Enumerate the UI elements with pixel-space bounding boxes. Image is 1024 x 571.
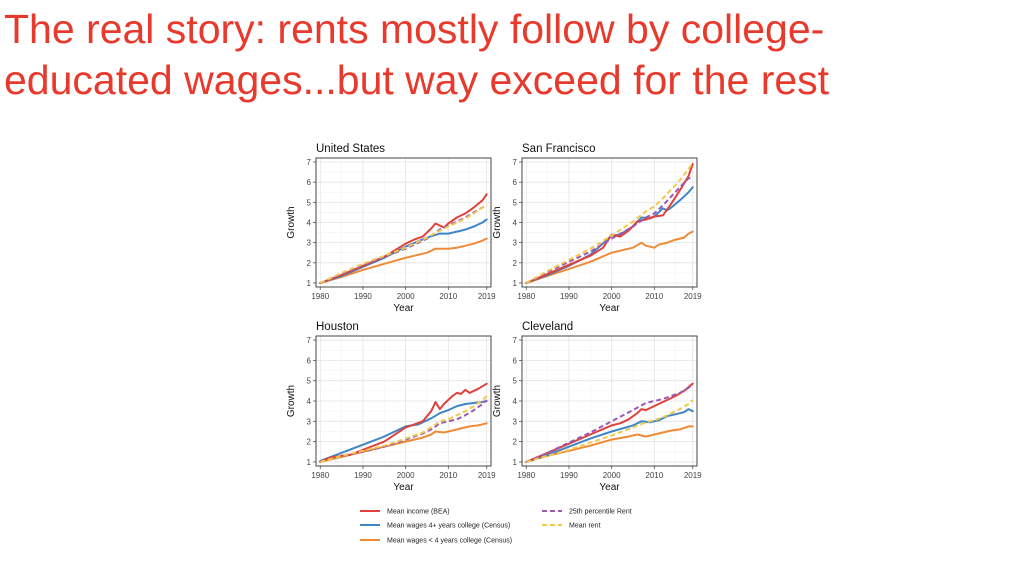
series-line-rent-mean (526, 399, 694, 463)
chart-panel-2: San Francisco 1 2 3 4 5 6 7 1980 1990 2000 2010 2019… (492, 143, 702, 314)
y-tick-label: 6 (513, 178, 518, 187)
y-tick-label: 5 (513, 377, 518, 386)
y-axis-label: Growth (286, 385, 297, 417)
series-line-rent-mean (319, 203, 488, 284)
series-line-rent-p25 (525, 383, 694, 463)
x-tick-label: 1980 (311, 292, 329, 301)
series-line-rent-mean (320, 395, 488, 463)
plot-frame (315, 335, 492, 467)
plot-frame (521, 335, 698, 467)
x-tick-label: 2010 (439, 471, 457, 480)
chart-panel-3: Houston 1 2 3 4 5 6 7 1980 1990 2000 2010 2019 Year Gr… (286, 321, 496, 493)
y-tick-label: 1 (307, 279, 312, 288)
y-tick-label: 2 (513, 259, 518, 268)
y-tick-label: 7 (513, 158, 518, 167)
slide-title-line-2: educated wages...but way exceed for the … (4, 57, 830, 103)
x-tick-label: 2019 (684, 292, 702, 301)
x-tick-label: 2010 (645, 471, 663, 480)
legend: Mean income (BEA) 25th percentile Rent Mea… (360, 509, 632, 545)
y-tick-label: 7 (513, 336, 518, 345)
x-axis-label: Year (599, 303, 620, 314)
x-tick-label: 1980 (517, 471, 535, 480)
y-tick-label: 7 (307, 158, 312, 167)
x-axis-label: Year (393, 482, 414, 493)
series-line-rent-p25 (320, 399, 488, 463)
x-tick-label: 2000 (397, 471, 415, 480)
y-tick-label: 7 (307, 336, 312, 345)
y-tick-label: 2 (307, 259, 312, 268)
plot-frame (521, 157, 698, 288)
x-tick-label: 2010 (645, 292, 663, 301)
chart-panel-1: United States 1 2 3 4 5 6 7 1980 1990 2000 2010 2019… (286, 143, 496, 314)
panel-title: Cleveland (522, 321, 573, 333)
x-tick-label: 2019 (684, 471, 702, 480)
y-tick-label: 2 (307, 438, 312, 447)
series-line-wages-noncollege (525, 425, 694, 463)
series-line-income (319, 193, 488, 284)
series-line-wages-noncollege (319, 237, 488, 284)
series-line-rent-mean (525, 162, 694, 284)
slide-title: The real story: rents mostly follow by c… (4, 4, 1014, 106)
x-tick-label: 1990 (560, 292, 578, 301)
panel-title: San Francisco (522, 143, 596, 155)
y-tick-label: 2 (513, 438, 518, 447)
x-tick-label: 2010 (439, 292, 457, 301)
legend-label: Mean wages 4+ years college (Census) (387, 523, 510, 530)
x-tick-label: 1980 (311, 471, 329, 480)
x-tick-label: 2019 (478, 471, 496, 480)
x-axis-label: Year (393, 303, 414, 314)
plot-frame (315, 157, 492, 288)
series-line-income (319, 382, 488, 463)
x-tick-label: 1990 (354, 471, 372, 480)
x-tick-label: 1980 (517, 292, 535, 301)
x-tick-label: 1990 (354, 292, 372, 301)
y-tick-label: 6 (307, 356, 312, 365)
y-tick-label: 3 (307, 417, 312, 426)
y-tick-label: 4 (513, 219, 518, 228)
slide-title-line-1: The real story: rents mostly follow by c… (4, 6, 825, 52)
series-line-wages-noncollege (319, 422, 488, 463)
series-line-wages-college (525, 408, 694, 463)
x-tick-label: 1990 (560, 471, 578, 480)
legend-label: Mean wages < 4 years college (Census) (387, 538, 512, 545)
y-tick-label: 4 (513, 397, 518, 406)
x-tick-label: 2000 (603, 292, 621, 301)
y-tick-label: 4 (307, 397, 312, 406)
y-tick-label: 4 (307, 219, 312, 228)
y-tick-label: 5 (513, 198, 518, 207)
legend-label: 25th percentile Rent (569, 509, 632, 516)
y-tick-label: 6 (307, 178, 312, 187)
series-line-rent-p25 (525, 177, 693, 284)
y-tick-label: 1 (513, 458, 518, 467)
legend-label: Mean income (BEA) (387, 509, 450, 516)
y-axis-label: Growth (492, 206, 503, 238)
series-line-wages-college (319, 400, 488, 462)
y-tick-label: 5 (307, 377, 312, 386)
series-line-income (525, 382, 694, 463)
panel-title: Houston (316, 321, 359, 333)
chart-panel-4: Cleveland 1 2 3 4 5 6 7 1980 1990 2000 2010 2019 Year… (492, 321, 702, 493)
y-axis-label: Growth (492, 385, 503, 417)
x-tick-label: 2000 (397, 292, 415, 301)
y-tick-label: 1 (513, 279, 518, 288)
x-axis-label: Year (599, 482, 620, 493)
y-tick-label: 3 (513, 417, 518, 426)
legend-label: Mean rent (569, 523, 601, 530)
y-axis-label: Growth (286, 206, 297, 238)
y-tick-label: 5 (307, 198, 312, 207)
x-tick-label: 2019 (478, 292, 496, 301)
y-tick-label: 6 (513, 356, 518, 365)
y-tick-label: 3 (307, 239, 312, 248)
y-tick-label: 1 (307, 458, 312, 467)
y-tick-label: 3 (513, 239, 518, 248)
panel-title: United States (316, 143, 385, 155)
series-line-wages-noncollege (525, 230, 694, 284)
x-tick-label: 2000 (603, 471, 621, 480)
